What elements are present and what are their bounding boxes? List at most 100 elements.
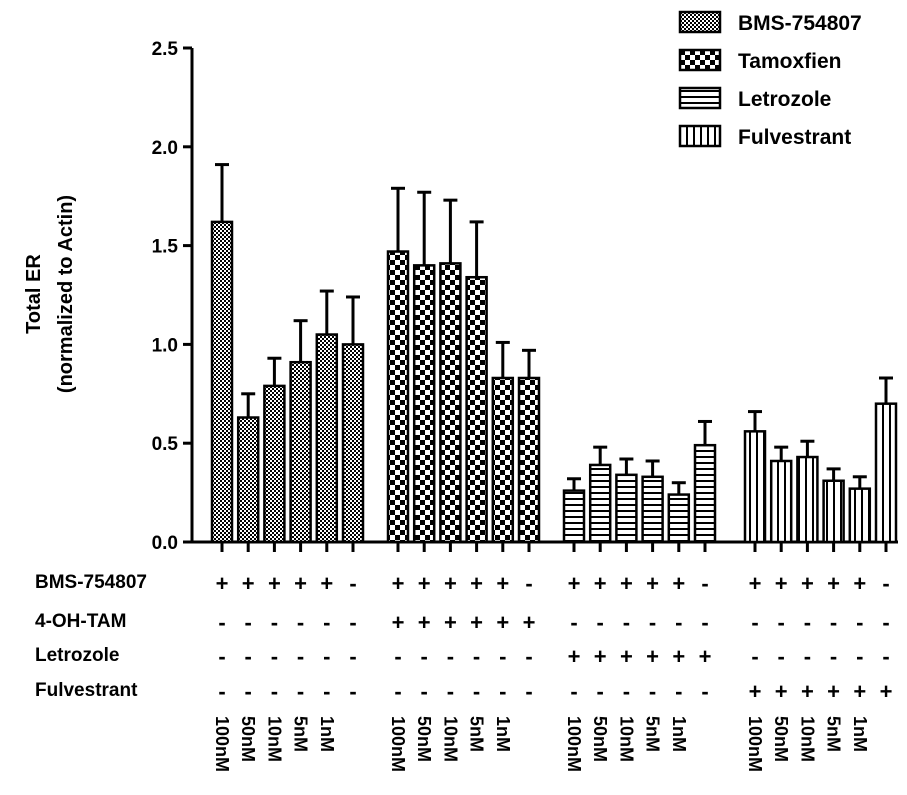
treatment-sign: - xyxy=(323,644,330,669)
treatment-row-label: Letrozole xyxy=(35,645,119,666)
dose-label: 1nM xyxy=(493,716,513,752)
treatment-sign: + xyxy=(853,679,866,704)
bar xyxy=(769,459,793,544)
treatment-sign: - xyxy=(649,610,656,635)
treatment-sign: + xyxy=(320,571,333,596)
legend: BMS-754807 Tamoxfien Letrozole Fulvestrant xyxy=(678,10,862,149)
treatment-sign: - xyxy=(623,610,630,635)
treatment-sign: + xyxy=(392,610,405,635)
treatment-row-label: Fulvestrant xyxy=(35,680,138,701)
bar xyxy=(341,343,365,544)
bar xyxy=(210,220,234,544)
treatment-sign: - xyxy=(882,644,889,669)
treatment-sign: - xyxy=(323,679,330,704)
treatment-sign: - xyxy=(525,679,532,704)
treatment-sign: - xyxy=(525,571,532,596)
dose-label: 1nM xyxy=(850,716,870,752)
dose-label: 50nM xyxy=(238,716,258,762)
dose-label: 50nM xyxy=(771,716,791,762)
treatment-sign: - xyxy=(525,644,532,669)
bar xyxy=(743,430,767,544)
bar xyxy=(386,250,410,544)
treatment-table: BMS-754807 + + + + + - + + + + + - + + + + + - + + + + + -4-OH-T… xyxy=(35,571,892,704)
treatment-sign: + xyxy=(620,644,633,669)
treatment-sign: + xyxy=(646,644,659,669)
treatment-sign: + xyxy=(646,571,659,596)
treatment-sign: - xyxy=(499,679,506,704)
treatment-sign: - xyxy=(830,644,837,669)
treatment-sign: + xyxy=(294,571,307,596)
legend-label: Letrozole xyxy=(738,88,831,111)
treatment-sign: + xyxy=(801,571,814,596)
treatment-sign: - xyxy=(271,679,278,704)
bar xyxy=(465,275,488,544)
bar xyxy=(439,262,462,544)
treatment-sign: - xyxy=(245,679,252,704)
treatment-sign: + xyxy=(470,571,483,596)
treatment-sign: - xyxy=(271,610,278,635)
dose-label: 1nM xyxy=(317,716,337,752)
treatment-sign: + xyxy=(880,679,893,704)
legend-label: BMS-754807 xyxy=(738,12,862,35)
bar xyxy=(874,402,898,544)
treatment-sign: - xyxy=(499,644,506,669)
treatment-sign: - xyxy=(473,679,480,704)
legend-swatch xyxy=(678,124,722,148)
bar xyxy=(693,443,717,544)
treatment-sign: - xyxy=(394,644,401,669)
bar xyxy=(615,473,638,544)
treatment-sign: - xyxy=(778,644,785,669)
treatment-sign: - xyxy=(597,610,604,635)
treatment-row-label: BMS-754807 xyxy=(35,572,147,593)
treatment-sign: - xyxy=(778,610,785,635)
y-axis-subtitle: (normalized to Actin) xyxy=(55,195,77,393)
treatment-sign: - xyxy=(649,679,656,704)
treatment-sign: + xyxy=(496,610,509,635)
bar xyxy=(315,333,339,544)
dose-label: 10nM xyxy=(797,716,817,762)
bar xyxy=(491,376,515,544)
treatment-sign: + xyxy=(620,571,633,596)
treatment-sign: + xyxy=(749,679,762,704)
treatment-sign: - xyxy=(701,571,708,596)
y-tick-label: 2.5 xyxy=(152,39,179,60)
legend-label: Tamoxfien xyxy=(738,50,841,73)
dose-label: 50nM xyxy=(590,716,610,762)
treatment-sign: + xyxy=(470,610,483,635)
bar xyxy=(588,463,612,544)
treatment-sign: + xyxy=(444,610,457,635)
treatment-sign: - xyxy=(623,679,630,704)
bar xyxy=(263,384,286,544)
treatment-sign: + xyxy=(496,571,509,596)
treatment-sign: + xyxy=(418,571,431,596)
dose-label: 10nM xyxy=(264,716,284,762)
y-tick-label: 0.5 xyxy=(152,434,179,455)
dose-label: 100nM xyxy=(564,716,584,772)
treatment-sign: - xyxy=(349,610,356,635)
treatment-sign: + xyxy=(568,571,581,596)
dose-labels: 100nM 50nM 10nM 5nM 1nM 100nM 50nM 10nM 5nM 1nM 10… xyxy=(212,716,870,772)
treatment-sign: - xyxy=(804,644,811,669)
bar xyxy=(562,489,586,544)
dose-label: 50nM xyxy=(414,716,434,762)
dose-label: 100nM xyxy=(388,716,408,772)
y-axis: 0.0 0.5 1.0 1.5 2.0 2.5 xyxy=(152,39,194,554)
y-tick-label: 1.5 xyxy=(152,237,179,258)
treatment-sign: + xyxy=(444,571,457,596)
treatment-sign: - xyxy=(245,644,252,669)
treatment-sign: - xyxy=(421,644,428,669)
treatment-sign: - xyxy=(218,679,225,704)
treatment-sign: + xyxy=(827,571,840,596)
treatment-sign: - xyxy=(804,610,811,635)
treatment-sign: - xyxy=(675,610,682,635)
treatment-sign: - xyxy=(882,610,889,635)
treatment-sign: - xyxy=(882,571,889,596)
treatment-sign: + xyxy=(672,571,685,596)
treatment-sign: - xyxy=(751,644,758,669)
dose-label: 5nM xyxy=(291,716,311,752)
treatment-sign: + xyxy=(672,644,685,669)
legend-label: Fulvestrant xyxy=(738,126,851,149)
treatment-sign: - xyxy=(245,610,252,635)
treatment-sign: - xyxy=(675,679,682,704)
bar xyxy=(641,475,664,544)
